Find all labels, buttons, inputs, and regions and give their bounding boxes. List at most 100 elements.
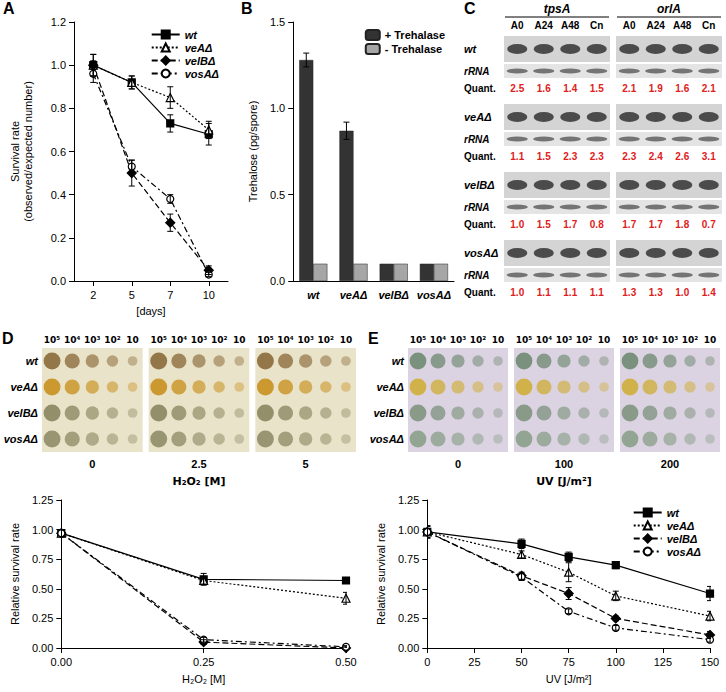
svg-text:10²: 10² (576, 335, 593, 345)
svg-text:10⁵: 10⁵ (150, 335, 167, 345)
svg-text:1.0: 1.0 (675, 287, 689, 298)
svg-text:0.25: 0.25 (32, 612, 53, 624)
svg-text:A48: A48 (673, 20, 692, 31)
svg-text:7: 7 (167, 289, 173, 301)
svg-text:Cn: Cn (590, 20, 603, 31)
svg-text:2.5: 2.5 (510, 83, 524, 94)
svg-text:velBΔ: velBΔ (378, 289, 409, 301)
svg-text:0.00: 0.00 (398, 642, 419, 654)
svg-text:rRNA: rRNA (464, 202, 490, 213)
svg-text:10: 10 (126, 335, 139, 345)
svg-text:10²: 10² (104, 335, 121, 345)
svg-text:2.3: 2.3 (563, 151, 577, 162)
svg-text:veAΔ: veAΔ (667, 520, 695, 532)
svg-text:1.0: 1.0 (270, 102, 285, 114)
svg-text:1.0: 1.0 (51, 59, 66, 71)
svg-text:0: 0 (455, 458, 461, 470)
svg-text:2.1: 2.1 (622, 83, 636, 94)
svg-text:vosAΔ: vosAΔ (4, 433, 38, 445)
svg-text:2.3: 2.3 (622, 151, 636, 162)
svg-text:5: 5 (303, 458, 309, 470)
svg-text:2.1: 2.1 (702, 83, 716, 94)
svg-text:0.50: 0.50 (398, 583, 419, 595)
svg-text:2.6: 2.6 (675, 151, 689, 162)
svg-text:0.8: 0.8 (590, 219, 604, 230)
svg-text:10⁵: 10⁵ (410, 335, 427, 345)
svg-text:vosAΔ: vosAΔ (370, 433, 404, 445)
svg-text:velBΔ: velBΔ (7, 407, 38, 419)
svg-text:vosAΔ: vosAΔ (185, 68, 219, 80)
svg-text:2.3: 2.3 (590, 151, 604, 162)
svg-text:0.25: 0.25 (193, 656, 214, 668)
svg-text:Trehalose (pg/spore): Trehalose (pg/spore) (247, 101, 259, 203)
svg-text:Quant.: Quant. (464, 151, 496, 162)
svg-text:10⁵: 10⁵ (516, 335, 533, 345)
svg-text:10: 10 (340, 335, 353, 345)
svg-text:100: 100 (607, 656, 625, 668)
svg-text:10⁴: 10⁴ (536, 335, 553, 345)
svg-text:veAΔ: veAΔ (340, 289, 368, 301)
svg-text:vosAΔ: vosAΔ (417, 289, 451, 301)
svg-text:wt: wt (464, 43, 478, 55)
svg-text:- Trehalase: - Trehalase (385, 43, 442, 55)
svg-text:0.75: 0.75 (32, 553, 53, 565)
svg-text:0: 0 (89, 458, 95, 470)
svg-text:10⁵: 10⁵ (257, 335, 274, 345)
svg-text:1.1: 1.1 (590, 287, 604, 298)
svg-text:vosAΔ: vosAΔ (464, 247, 498, 259)
svg-text:25: 25 (468, 656, 480, 668)
svg-text:0: 0 (424, 656, 430, 668)
svg-text:A0: A0 (623, 20, 636, 31)
svg-text:1.5: 1.5 (537, 151, 551, 162)
svg-text:0.0: 0.0 (270, 275, 285, 287)
svg-text:10⁵: 10⁵ (622, 335, 639, 345)
svg-text:A0: A0 (511, 20, 524, 31)
svg-text:0.2: 0.2 (51, 232, 66, 244)
svg-text:10²: 10² (211, 335, 228, 345)
svg-text:10⁴: 10⁴ (430, 335, 447, 345)
svg-text:wt: wt (667, 507, 681, 519)
svg-text:veAΔ: veAΔ (464, 111, 492, 123)
svg-text:A48: A48 (561, 20, 580, 31)
svg-text:1.2: 1.2 (51, 16, 66, 28)
svg-text:1.00: 1.00 (32, 524, 53, 536)
svg-text:A24: A24 (647, 20, 666, 31)
svg-text:2: 2 (90, 289, 96, 301)
svg-text:0.25: 0.25 (398, 612, 419, 624)
svg-text:1.4: 1.4 (563, 83, 577, 94)
svg-text:Cn: Cn (702, 20, 715, 31)
svg-text:1.5: 1.5 (537, 219, 551, 230)
svg-text:0.00: 0.00 (51, 656, 72, 668)
svg-text:velBΔ: velBΔ (464, 179, 495, 191)
svg-text:velBΔ: velBΔ (667, 533, 698, 545)
svg-text:1.25: 1.25 (398, 494, 419, 506)
svg-text:1.3: 1.3 (649, 287, 663, 298)
svg-text:1.9: 1.9 (649, 83, 663, 94)
svg-text:veAΔ: veAΔ (376, 381, 404, 393)
svg-text:rRNA: rRNA (464, 270, 490, 281)
svg-text:1.7: 1.7 (649, 219, 663, 230)
svg-text:1.4: 1.4 (702, 287, 716, 298)
svg-text:rRNA: rRNA (464, 134, 490, 145)
svg-text:wt: wt (392, 355, 406, 367)
svg-text:1.1: 1.1 (563, 287, 577, 298)
svg-text:50: 50 (515, 656, 527, 668)
svg-text:5: 5 (129, 289, 135, 301)
svg-text:Quant.: Quant. (464, 83, 496, 94)
svg-text:wt: wt (26, 355, 40, 367)
svg-text:0.8: 0.8 (51, 102, 66, 114)
svg-text:75: 75 (563, 656, 575, 668)
svg-text:1.3: 1.3 (622, 287, 636, 298)
svg-text:UV [J/m²]: UV [J/m²] (546, 673, 592, 685)
svg-text:A24: A24 (535, 20, 554, 31)
svg-text:1.6: 1.6 (537, 83, 551, 94)
svg-text:Relative survival rate: Relative survival rate (375, 523, 387, 625)
svg-text:[days]: [days] (136, 305, 165, 317)
svg-text:wt: wt (307, 289, 321, 301)
svg-text:2.5: 2.5 (191, 458, 206, 470)
svg-text:10²: 10² (682, 335, 699, 345)
svg-text:orlA: orlA (657, 2, 681, 16)
svg-text:1.5: 1.5 (590, 83, 604, 94)
svg-text:0.75: 0.75 (398, 553, 419, 565)
svg-text:1.0: 1.0 (510, 287, 524, 298)
